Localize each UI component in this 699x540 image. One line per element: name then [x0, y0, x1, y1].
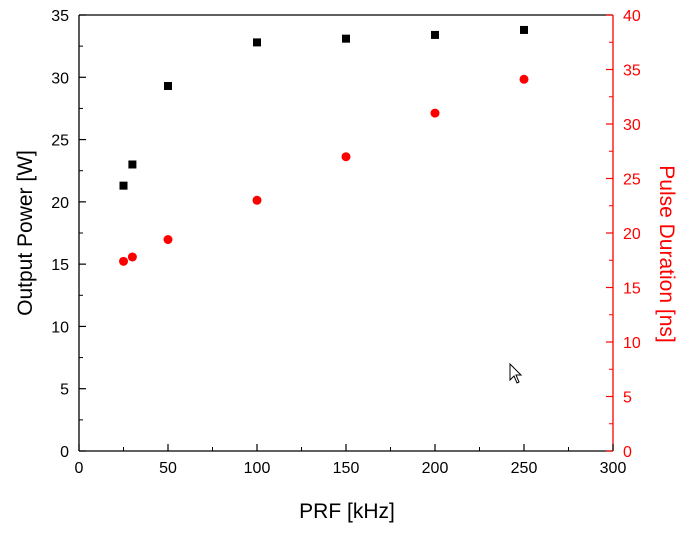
x-tick-label: 250: [511, 460, 538, 477]
x-tick-label: 200: [422, 460, 449, 477]
pulse-duration-point: [163, 235, 173, 245]
right-y-tick-label: 40: [623, 8, 641, 25]
right-y-tick-label: 35: [623, 63, 641, 80]
output-power-point: [253, 38, 261, 47]
output-power-point: [164, 82, 172, 91]
pulse-duration-point: [127, 252, 137, 262]
right-y-tick-label: 5: [623, 390, 632, 407]
left-y-tick-label: 5: [60, 382, 69, 399]
pulse-duration-point: [252, 195, 262, 205]
pulse-duration-point: [519, 74, 529, 84]
left-y-tick-label: 20: [51, 195, 69, 212]
left-y-axis-title: Output Power [W]: [14, 150, 37, 316]
left-y-tick-label: 35: [51, 8, 69, 25]
pulse-duration-point: [119, 256, 128, 266]
right-y-tick-label: 30: [623, 117, 641, 134]
left-y-tick-label: 15: [51, 257, 69, 274]
left-y-tick-label: 0: [60, 444, 69, 461]
right-y-tick-label: 0: [623, 444, 632, 461]
right-y-axis-ticks: 0 5 10 15 20 25 30 35 40: [606, 8, 641, 461]
left-y-tick-label: 25: [51, 133, 69, 150]
output-power-point: [431, 30, 439, 39]
output-power-point: [342, 34, 350, 43]
right-y-tick-label: 10: [623, 335, 641, 352]
pulse-duration-point: [341, 152, 351, 162]
x-tick-label: 300: [600, 460, 627, 477]
output-power-point: [128, 160, 137, 169]
x-tick-label: 150: [333, 460, 360, 477]
left-y-axis-ticks: 0 5 10 15 20 25 30 35: [51, 8, 86, 461]
output-power-point: [119, 181, 128, 190]
right-y-tick-label: 25: [623, 172, 641, 189]
plot-frame: [78, 14, 614, 452]
left-y-tick-label: 10: [51, 319, 69, 336]
right-y-axis-title: Pulse Duration [ns]: [655, 165, 678, 342]
left-y-tick-label: 30: [51, 70, 69, 87]
x-axis-ticks: 0 50 100 150 200 250 300: [75, 444, 627, 477]
right-y-tick-label: 15: [623, 281, 641, 298]
pulse-duration-point: [430, 108, 440, 118]
x-tick-label: 100: [244, 460, 271, 477]
output-power-point: [520, 25, 528, 34]
x-axis-title: PRF [kHz]: [299, 500, 395, 523]
mouse-cursor-icon: [509, 363, 523, 384]
x-tick-label: 0: [75, 460, 84, 477]
data-marks: [119, 25, 529, 266]
right-y-tick-label: 20: [623, 226, 641, 243]
x-tick-label: 50: [159, 460, 177, 477]
